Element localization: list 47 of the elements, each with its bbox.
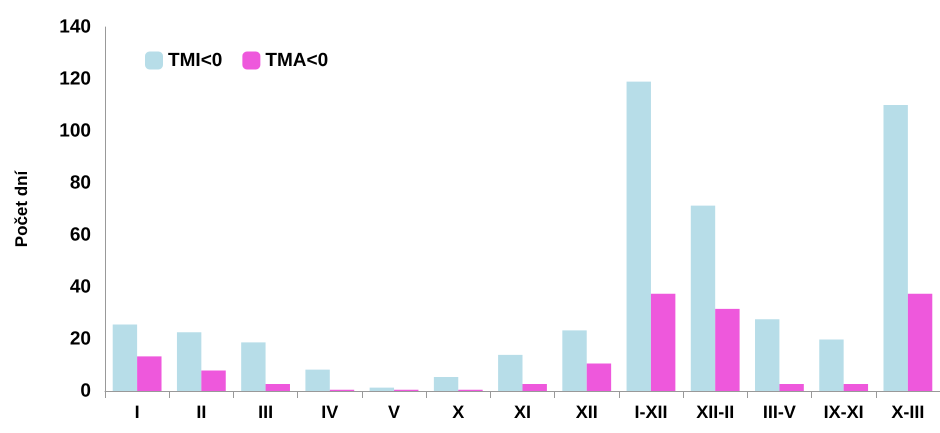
y-tick-label: 40 <box>70 276 91 298</box>
bar <box>434 376 458 391</box>
bar <box>650 294 676 391</box>
x-tick-label: II <box>196 402 206 422</box>
bar <box>779 384 804 391</box>
bar <box>201 370 226 391</box>
legend-label: TMA<0 <box>265 50 328 71</box>
y-tick-label: 80 <box>70 172 91 194</box>
bar <box>883 105 908 391</box>
x-tick-label: X <box>452 402 464 422</box>
x-tick-label: XII <box>576 402 598 422</box>
bar <box>562 330 587 391</box>
y-axis-title: Počet dní <box>12 169 31 248</box>
x-tick-label: XII-II <box>696 402 734 422</box>
bar <box>305 370 330 391</box>
y-tick-label: 0 <box>80 380 91 402</box>
legend-label: TMI<0 <box>168 50 222 71</box>
y-tick-label: 140 <box>59 16 91 38</box>
x-tick-label: V <box>388 402 400 422</box>
y-tick-label: 100 <box>59 120 91 142</box>
bar <box>370 388 394 391</box>
bar <box>241 342 266 391</box>
bar <box>137 356 162 391</box>
x-tick-label: I-XII <box>634 402 668 422</box>
x-tick-label: IX-XI <box>824 402 864 422</box>
bar <box>176 332 202 391</box>
x-tick-label: X-III <box>891 402 924 422</box>
bar <box>755 319 780 391</box>
y-tick-label: 120 <box>59 68 91 90</box>
bar <box>522 384 547 391</box>
bar <box>266 384 290 391</box>
bar <box>908 294 932 391</box>
bar <box>844 384 868 391</box>
x-tick-label: I <box>134 402 140 422</box>
x-tick-label: IV <box>321 402 338 422</box>
bar <box>112 324 138 391</box>
x-tick-label: XI <box>514 402 532 422</box>
y-tick-label: 20 <box>70 328 91 350</box>
bar <box>690 206 716 391</box>
bar <box>498 354 522 391</box>
x-tick-label: III <box>258 402 274 422</box>
bar <box>626 82 651 391</box>
bar <box>819 340 844 391</box>
y-tick-label: 60 <box>70 224 91 246</box>
bar <box>715 308 740 391</box>
bar <box>586 363 612 391</box>
x-tick-label: III-V <box>762 402 796 422</box>
